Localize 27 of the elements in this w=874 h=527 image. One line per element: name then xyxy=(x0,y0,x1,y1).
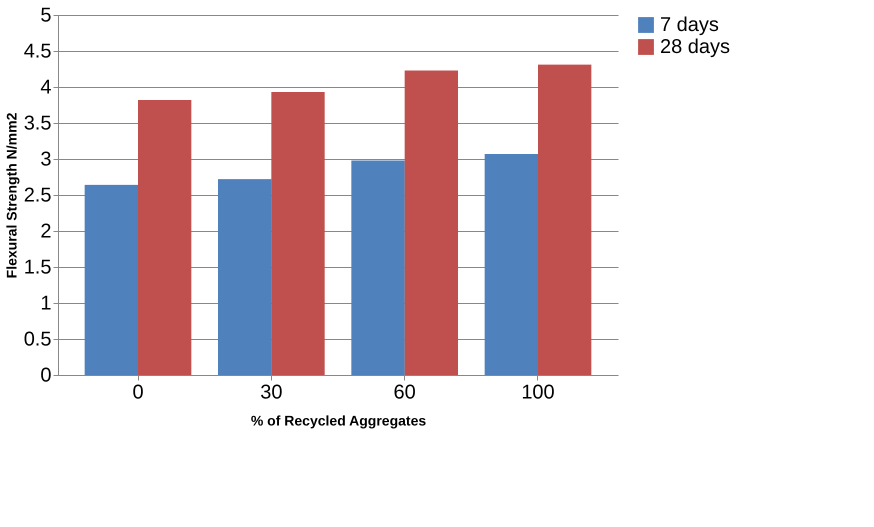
y-tick-label: 2.5 xyxy=(24,184,52,206)
legend-label: 28 days xyxy=(660,36,730,58)
y-tick-label: 5 xyxy=(40,4,52,26)
bar xyxy=(404,70,458,375)
legend-label: 7 days xyxy=(660,14,719,36)
y-tick-label: 0.5 xyxy=(24,328,52,350)
x-tick-label: 30 xyxy=(260,382,282,404)
y-tick-label: 3 xyxy=(40,148,52,170)
y-tick-label: 0 xyxy=(40,364,52,386)
y-tick-label: 1.5 xyxy=(24,256,52,278)
y-tick-label: 1 xyxy=(40,292,52,314)
bar xyxy=(538,64,592,375)
y-tick-label: 3.5 xyxy=(24,112,52,134)
x-tick-label: 100 xyxy=(521,382,555,404)
bar xyxy=(484,154,538,375)
x-tick-label: 60 xyxy=(394,382,416,404)
x-axis-title: % of Recycled Aggregates xyxy=(250,412,426,428)
bar xyxy=(84,184,138,375)
y-tick-label: 2 xyxy=(40,220,52,242)
bar xyxy=(218,179,272,375)
y-axis-title: Flexural Strength N/mm2 xyxy=(4,112,20,278)
bar xyxy=(138,100,192,375)
y-tick-label: 4 xyxy=(40,76,52,98)
bar xyxy=(271,92,325,375)
y-tick-label: 4.5 xyxy=(24,40,52,62)
x-tick-label: 0 xyxy=(132,382,144,404)
bar xyxy=(351,160,405,375)
